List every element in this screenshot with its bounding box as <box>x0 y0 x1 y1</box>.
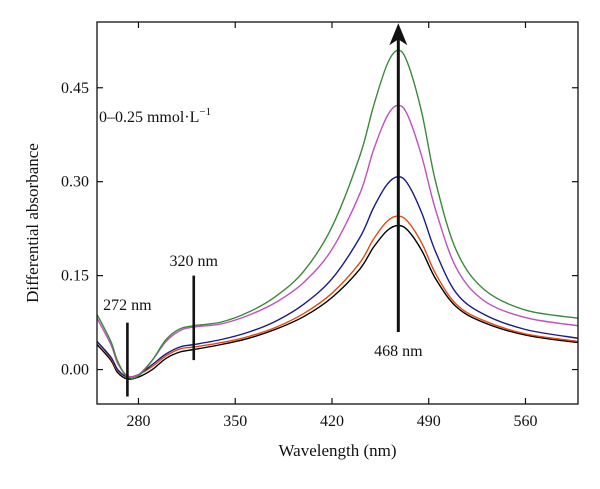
annotation-label: 320 nm <box>170 253 219 270</box>
annotation-label: 272 nm <box>103 297 152 314</box>
x-tick-label: 490 <box>417 413 441 430</box>
annotation-label: 468 nm <box>374 343 423 360</box>
y-axis-title: Differential absorbance <box>23 143 42 303</box>
x-axis-title: Wavelength (nm) <box>278 441 396 460</box>
x-tick-label: 560 <box>513 413 537 430</box>
curves-layer <box>96 49 579 380</box>
x-axis-ticks: 280 350 420 490 560 <box>126 22 537 430</box>
y-tick-label: 0.00 <box>61 362 89 379</box>
y-tick-label: 0.45 <box>61 80 89 97</box>
annotations-layer: 0–0.25 mmol·L−1 320 nm 272 nm 468 nm <box>99 106 423 360</box>
x-tick-label: 420 <box>320 413 344 430</box>
annotation-superscript: −1 <box>199 106 211 118</box>
y-tick-label: 0.15 <box>61 268 89 285</box>
series-line <box>96 224 579 380</box>
x-tick-label: 280 <box>126 413 150 430</box>
y-tick-label: 0.30 <box>61 174 89 191</box>
x-tick-label: 350 <box>223 413 247 430</box>
series-line <box>96 104 579 378</box>
arrow-head <box>389 23 408 46</box>
series-line <box>96 175 579 379</box>
series-line <box>96 49 579 380</box>
marker-layer <box>126 23 408 397</box>
y-axis-ticks: 0.00 0.15 0.30 0.45 <box>61 80 578 379</box>
annotation-label: 0–0.25 mmol·L−1 <box>99 106 211 126</box>
plot-frame <box>96 21 579 405</box>
